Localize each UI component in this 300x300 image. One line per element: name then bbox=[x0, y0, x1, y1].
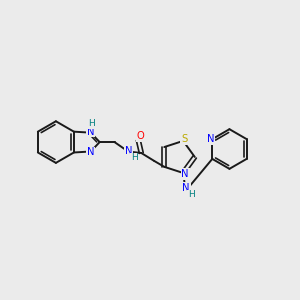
Text: N: N bbox=[87, 127, 94, 137]
Text: N: N bbox=[182, 169, 189, 179]
Text: S: S bbox=[181, 134, 187, 144]
Text: H: H bbox=[131, 153, 138, 162]
Text: N: N bbox=[124, 146, 132, 156]
Text: N: N bbox=[207, 134, 214, 144]
Text: H: H bbox=[88, 119, 95, 128]
Text: O: O bbox=[136, 131, 144, 141]
Text: N: N bbox=[87, 148, 94, 158]
Text: H: H bbox=[188, 190, 194, 199]
Text: N: N bbox=[182, 183, 190, 193]
